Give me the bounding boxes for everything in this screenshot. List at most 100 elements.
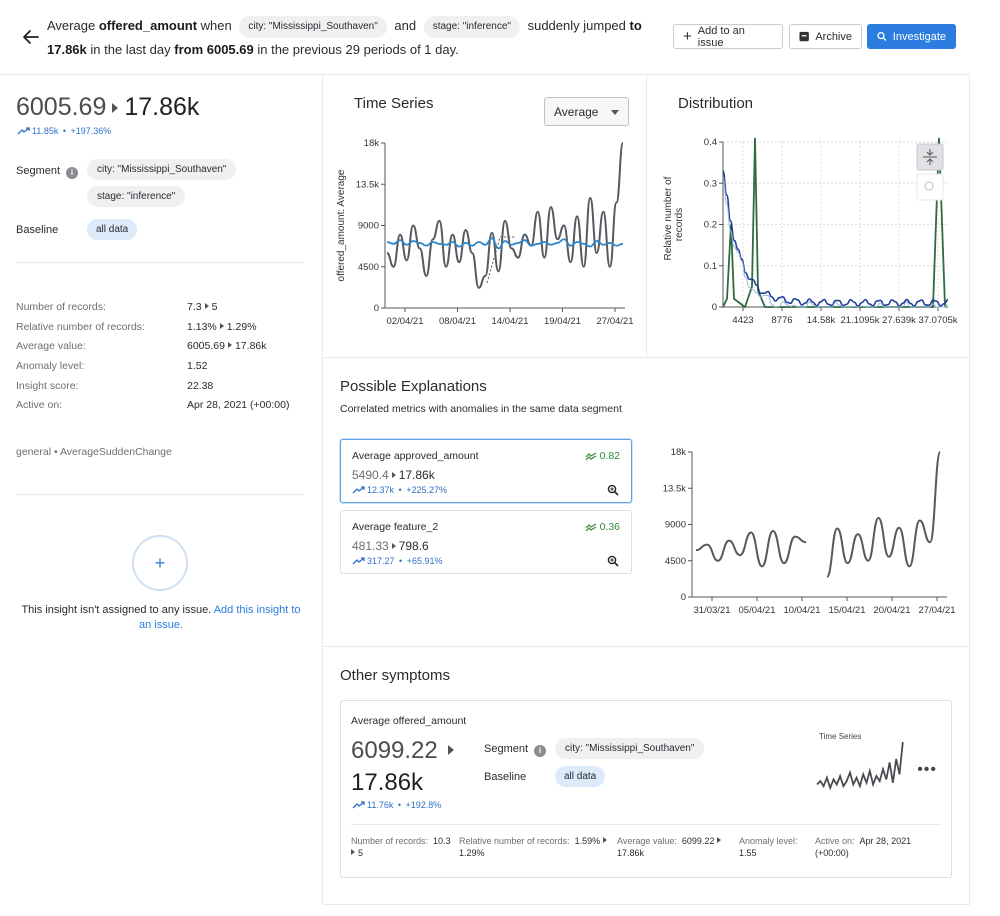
symptom-delta: 11.76k • +192.8%: [352, 800, 441, 810]
segment-chip-stage: stage: "inference": [423, 16, 520, 38]
y-tick-label: 0.1: [704, 261, 717, 272]
x-tick-label: 27.639k: [882, 315, 916, 326]
investigate-button[interactable]: Investigate: [867, 24, 956, 49]
explanation-card[interactable]: Average approved_amount 0.82 5490.4 17.86…: [340, 439, 632, 503]
x-tick-label: 4423: [732, 315, 753, 326]
y-axis-label: offered_amount: Average: [336, 169, 347, 281]
symptom-card[interactable]: Average offered_amount 6099.22 17.86k 11…: [340, 700, 952, 878]
symptom-segment-chip: city: "Mississippi_Southaven": [555, 738, 705, 759]
stat-row: Average value: 6005.69 17.86k: [16, 340, 267, 353]
baseline-density: [722, 170, 949, 307]
summary-value-change: 6005.69 17.86k: [16, 93, 200, 121]
plus-icon: +: [683, 27, 692, 45]
aggregation-select[interactable]: Average: [544, 97, 629, 126]
compress-icon: [923, 149, 937, 165]
x-tick-label: 10/04/21: [784, 605, 821, 616]
symptom-stat: Relative number of records: 1.59% 1.29%: [459, 835, 610, 859]
x-tick-label: 31/03/21: [694, 605, 731, 616]
right-border: [969, 75, 970, 905]
arrow-right-icon: [112, 102, 119, 113]
segment-chip-stage: stage: "inference": [87, 186, 186, 207]
y-tick-label: 4500: [665, 556, 686, 567]
insight-title: Average offered_amount when city: "Missi…: [47, 16, 642, 57]
info-icon[interactable]: i: [66, 167, 79, 179]
series-line-part-1: [695, 529, 807, 568]
tag-divider: [16, 494, 304, 495]
segment-chip-city: city: "Mississippi_Southaven": [87, 159, 237, 180]
y-tick-label: 9000: [358, 221, 379, 232]
explanation-card[interactable]: Average feature_2 0.36 481.33 798.6 317.2…: [340, 510, 632, 574]
y-tick-label: 4500: [358, 262, 379, 273]
x-tick-label: 37.0705k: [918, 315, 957, 326]
symptom-stat: Anomaly level: 1.55: [739, 836, 798, 858]
segment-density: [722, 137, 946, 309]
add-insight-to-issue-link[interactable]: Add this insight to an issue.: [138, 604, 301, 631]
archive-button[interactable]: Archive: [789, 24, 862, 49]
x-tick-label: 14.58k: [807, 315, 836, 326]
stat-row: Insight score: 22.38: [16, 379, 214, 392]
section-divider-1: [322, 357, 970, 358]
search-icon: [877, 32, 887, 41]
time-series-title: Time Series: [354, 95, 434, 112]
y-tick-label: 18k: [671, 447, 687, 458]
zoom-button: [916, 173, 944, 201]
gap-connector: [486, 236, 515, 284]
y-tick-label: 9000: [665, 520, 686, 531]
y-tick-label: 13.5k: [663, 483, 686, 494]
y-tick-label: 0: [712, 302, 717, 313]
correlation-icon: [585, 522, 596, 531]
baseline-label: Baseline: [16, 224, 59, 236]
symptom-footer-divider: [351, 824, 941, 825]
correlation-badge: 0.82: [585, 450, 620, 462]
y-tick-label: 0: [374, 303, 379, 314]
stat-row: Relative number of records: 1.13% 1.29%: [16, 320, 257, 333]
zoom-icon: [924, 181, 934, 191]
explanations-subtitle: Correlated metrics with anomalies in the…: [340, 403, 622, 415]
y-tick-label: 0: [681, 592, 686, 603]
archive-icon: [799, 31, 809, 42]
segment-chip-city: city: "Mississippi_Southaven": [239, 16, 387, 38]
header-divider: [0, 74, 970, 75]
zoom-icon[interactable]: [607, 484, 619, 496]
add-to-issue-button[interactable]: + Add to an issue: [673, 24, 783, 49]
add-to-issue-circle-button[interactable]: +: [132, 535, 188, 591]
sparkline-path: [816, 741, 904, 791]
y-tick-label: 0.2: [704, 220, 717, 231]
left-panel-divider: [322, 75, 323, 905]
symptom-stat: Active on: Apr 28, 2021 (+00:00): [815, 836, 912, 858]
x-tick-label: 27/04/21: [919, 605, 956, 616]
x-tick-label: 02/04/21: [387, 316, 424, 327]
symptom-segment-label: Segment i: [484, 743, 547, 757]
y-tick-label: 13.5k: [356, 179, 379, 190]
trend-up-icon: [17, 127, 30, 135]
distribution-chart: 0 0.1 0.2 0.3 0.4 4423 8776 14.58k 21.1095k 27.63…: [663, 137, 958, 326]
y-axis-label: Relative number of: [663, 176, 674, 260]
x-tick-label: 08/04/21: [439, 316, 476, 327]
bottom-border: [322, 904, 970, 905]
zoom-icon[interactable]: [607, 555, 619, 567]
issue-assignment-text: This insight isn't assigned to any issue…: [21, 604, 301, 631]
plus-icon: +: [154, 552, 166, 573]
summary-delta: 11.85k • +197.36%: [17, 126, 111, 136]
x-tick-label: 27/04/21: [597, 316, 634, 327]
info-icon[interactable]: i: [534, 745, 547, 757]
other-symptoms-title: Other symptoms: [340, 667, 451, 684]
y-axis-label: records: [674, 208, 685, 241]
back-arrow-icon[interactable]: [21, 27, 41, 47]
correlation-icon: [585, 451, 596, 460]
x-tick-label: 8776: [771, 315, 792, 326]
symptom-baseline-chip: all data: [555, 766, 606, 787]
trend-up-icon: [352, 801, 365, 809]
insight-tag: general • AverageSuddenChange: [16, 446, 172, 458]
x-tick-label: 15/04/21: [829, 605, 866, 616]
y-tick-label: 0.3: [704, 178, 717, 189]
insight-header: Average offered_amount when city: "Missi…: [0, 0, 1000, 75]
series-line-segment: [386, 142, 624, 289]
x-tick-label: 20/04/21: [874, 605, 911, 616]
trend-up-icon: [352, 486, 365, 494]
more-options-icon[interactable]: •••: [917, 761, 937, 778]
baseline-density-light: [722, 176, 949, 308]
stat-row: Number of records: 7.3 5: [16, 300, 218, 313]
x-tick-label: 05/04/21: [739, 605, 776, 616]
symptom-baseline-label: Baseline: [484, 771, 527, 783]
